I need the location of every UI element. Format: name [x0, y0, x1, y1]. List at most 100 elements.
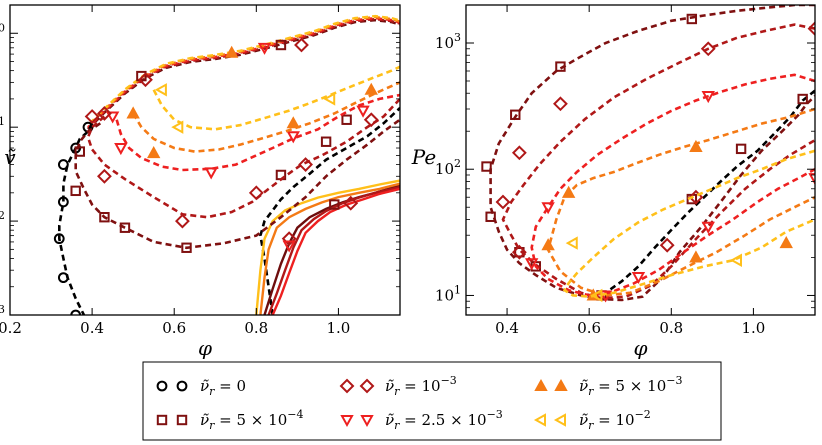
legend-entry-r1e3: ν̃r = 10−3: [339, 374, 457, 398]
legend-subscript: r: [588, 419, 594, 432]
y-tick-base: 10: [435, 160, 454, 178]
y-tick-exponent: −1: [0, 115, 5, 128]
x-tick-label: 0.8: [244, 319, 268, 337]
diamond-marker: [495, 194, 511, 210]
plot-area: [481, 5, 815, 303]
diamond-marker: [97, 106, 112, 121]
plot-frame: [9, 4, 401, 316]
triangle-up-marker: [561, 185, 576, 198]
legend-equals: = 5 ×: [214, 411, 268, 429]
square-marker: [485, 211, 496, 222]
triangle-down-marker: [286, 131, 300, 144]
circle-marker: [53, 233, 65, 245]
triangle-left-marker: [590, 288, 603, 303]
square-marker: [481, 161, 492, 172]
triangle-down-marker: [105, 111, 120, 124]
solid-branch-line: [263, 184, 400, 315]
x-tick-label: 0.4: [80, 319, 104, 337]
triangle-up-marker: [224, 45, 239, 58]
x-axis-title: φ: [198, 336, 212, 360]
y-tick-label: 101: [435, 283, 461, 304]
triangle-up-marker: [146, 146, 161, 159]
triangle-down-marker: [701, 91, 715, 104]
legend-entry-r1e2: ν̃r = 10−2: [533, 408, 651, 432]
x-tick-label: 0.4: [495, 319, 519, 337]
legend-subscript: r: [209, 419, 215, 432]
square-marker: [70, 185, 81, 197]
diamond-marker: [294, 37, 309, 53]
square-marker: [510, 109, 521, 120]
triangle-down-marker: [282, 240, 296, 253]
diamond-marker: [84, 109, 100, 124]
y-tick-base: 10: [435, 34, 454, 52]
triangle-left-marker: [553, 413, 566, 427]
legend-label: ν̃r = 5 × 10−3: [579, 374, 682, 398]
triangle-down-marker: [356, 105, 370, 118]
y-tick-label: 10−1: [0, 115, 5, 136]
legend-label: ν̃r = 2.5 × 10−3: [385, 408, 503, 432]
diamond-marker: [97, 168, 112, 184]
solid-branch-line: [255, 179, 400, 315]
y-tick-label: 10−2: [0, 209, 5, 230]
circle-marker: [57, 159, 69, 170]
y-tick-label: 102: [435, 157, 461, 178]
legend-symbol: ν̃: [200, 377, 209, 395]
triangle-down-marker: [808, 173, 815, 186]
triangle-down-marker: [524, 258, 539, 271]
triangle-left-marker: [729, 253, 742, 267]
square-marker: [555, 61, 566, 72]
square-marker: [119, 222, 131, 233]
x-tick-label: 0.2: [0, 319, 22, 337]
legend-subscript: r: [394, 419, 400, 432]
series-line-r25e3: [115, 93, 400, 172]
circle-marker: [57, 272, 69, 284]
y-axis-title: Pe: [411, 145, 436, 169]
diamond-marker: [700, 41, 716, 57]
square-marker: [686, 13, 698, 25]
legend-box: [142, 361, 722, 441]
legend-power-exponent: −3: [487, 408, 503, 421]
legend-entry-r5e3: ν̃r = 5 × 10−3: [534, 374, 682, 398]
square-marker: [181, 242, 192, 253]
diamond-marker: [359, 378, 375, 394]
legend: ν̃r = 0 ν̃r = 10−3 ν̃r = 5 × 10−3ν̃r = 5 ×…: [142, 361, 722, 441]
triangle-left-marker: [171, 120, 184, 134]
y-axis-title: ṽ: [4, 145, 16, 169]
legend-equals: = 0: [214, 377, 246, 395]
triangle-down-marker: [114, 143, 128, 156]
legend-symbol: ν̃: [200, 411, 209, 429]
plot-frame: [465, 4, 816, 316]
series-line-r1e2: [152, 65, 400, 131]
triangle-down-marker: [701, 221, 715, 234]
legend-power-base: 10: [647, 377, 666, 395]
x-tick-label: 1.0: [326, 319, 350, 337]
y-tick-exponent: 0: [0, 21, 5, 34]
series-line-r25e3: [530, 73, 815, 297]
y-tick-exponent: 1: [454, 283, 461, 296]
legend-symbol: ν̃: [579, 377, 588, 395]
x-tick-label: 0.6: [162, 319, 186, 337]
legend-power-exponent: −3: [441, 374, 457, 387]
diamond-marker: [511, 145, 527, 161]
triangle-up-marker: [554, 378, 568, 391]
legend-label: ν̃r = 10−3: [385, 374, 457, 398]
triangle-down-marker: [204, 167, 218, 180]
legend-equals: = 5 ×: [593, 377, 647, 395]
diamond-marker: [138, 72, 153, 88]
black-dashed-line: [259, 107, 400, 315]
triangle-up-marker: [364, 82, 378, 95]
y-tick-label: 10−3: [0, 303, 5, 324]
legend-label: ν̃r = 10−2: [579, 408, 651, 432]
legend-subscript: r: [588, 385, 594, 398]
square-marker: [176, 414, 188, 426]
solid-branch-line: [267, 185, 400, 315]
y-tick-label: 103: [435, 31, 461, 52]
triangle-down-marker: [257, 42, 272, 55]
legend-entry-r0: ν̃r = 0: [156, 377, 246, 398]
legend-power-base: 10: [268, 411, 287, 429]
triangle-left-marker: [565, 236, 578, 250]
diamond-marker: [248, 185, 264, 201]
series-line-r5e3: [546, 107, 815, 297]
